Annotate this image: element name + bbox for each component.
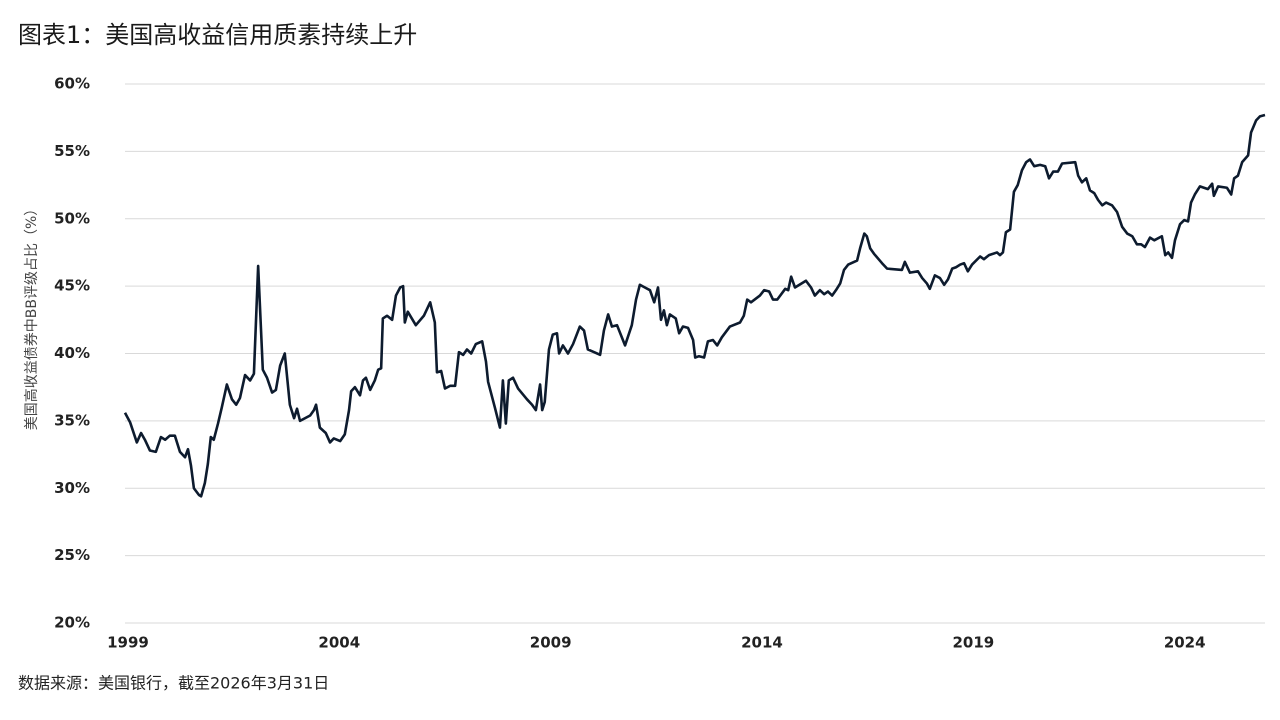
- y-tick-label: 45%: [54, 277, 90, 295]
- y-tick-label: 20%: [54, 614, 90, 632]
- x-tick-label: 2024: [1164, 634, 1206, 652]
- y-axis-label: 美国高收益债券中BB评级占比（%）: [23, 202, 40, 431]
- y-tick-label: 50%: [54, 209, 90, 227]
- x-tick-label: 1999: [107, 634, 149, 652]
- source-note: 数据来源：美国银行，截至2026年3月31日: [18, 674, 329, 693]
- chart-title: 图表1：美国高收益信用质素持续上升: [18, 21, 417, 49]
- y-tick-label: 40%: [54, 344, 90, 362]
- data-line: [123, 113, 1266, 498]
- x-tick-label: 2014: [741, 634, 783, 652]
- y-tick-label: 55%: [54, 142, 90, 160]
- y-tick-label: 30%: [54, 479, 90, 497]
- y-tick-label: 60%: [54, 75, 90, 93]
- x-tick-label: 2019: [952, 634, 994, 652]
- x-tick-label: 2004: [318, 634, 360, 652]
- x-tick-label: 2009: [530, 634, 572, 652]
- y-tick-label: 25%: [54, 546, 90, 564]
- y-tick-label: 35%: [54, 411, 90, 429]
